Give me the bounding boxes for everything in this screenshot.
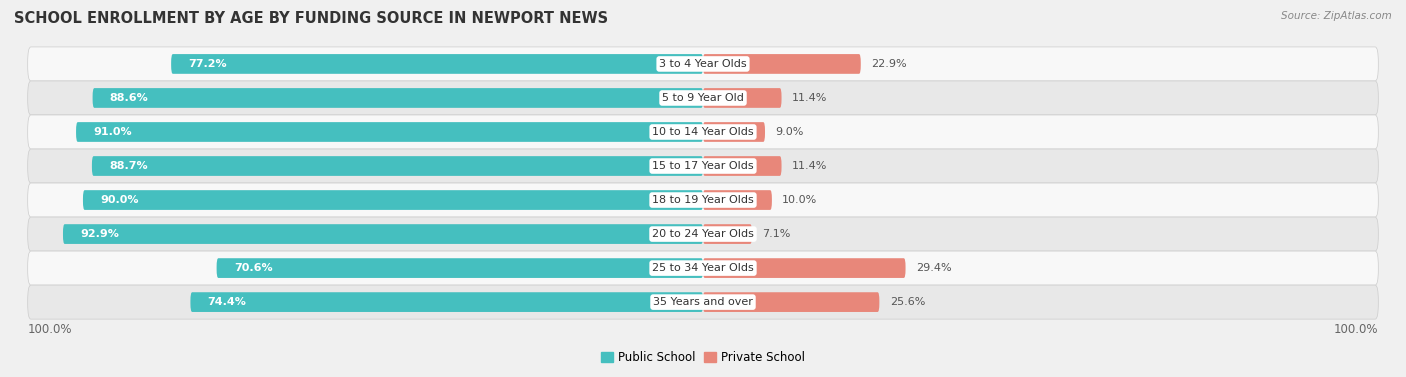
Text: 74.4%: 74.4%	[208, 297, 246, 307]
Text: 100.0%: 100.0%	[28, 323, 72, 336]
FancyBboxPatch shape	[703, 122, 765, 142]
Text: 35 Years and over: 35 Years and over	[652, 297, 754, 307]
Text: SCHOOL ENROLLMENT BY AGE BY FUNDING SOURCE IN NEWPORT NEWS: SCHOOL ENROLLMENT BY AGE BY FUNDING SOUR…	[14, 11, 609, 26]
FancyBboxPatch shape	[703, 224, 752, 244]
FancyBboxPatch shape	[217, 258, 703, 278]
FancyBboxPatch shape	[28, 115, 1378, 149]
FancyBboxPatch shape	[28, 81, 1378, 115]
Text: 92.9%: 92.9%	[80, 229, 120, 239]
Text: 18 to 19 Year Olds: 18 to 19 Year Olds	[652, 195, 754, 205]
FancyBboxPatch shape	[91, 156, 703, 176]
Text: 11.4%: 11.4%	[792, 161, 827, 171]
Text: 10 to 14 Year Olds: 10 to 14 Year Olds	[652, 127, 754, 137]
FancyBboxPatch shape	[28, 251, 1378, 285]
Text: 5 to 9 Year Old: 5 to 9 Year Old	[662, 93, 744, 103]
Text: 25 to 34 Year Olds: 25 to 34 Year Olds	[652, 263, 754, 273]
FancyBboxPatch shape	[28, 285, 1378, 319]
Legend: Public School, Private School: Public School, Private School	[596, 346, 810, 369]
FancyBboxPatch shape	[703, 156, 782, 176]
FancyBboxPatch shape	[703, 88, 782, 108]
Text: 91.0%: 91.0%	[93, 127, 132, 137]
Text: 11.4%: 11.4%	[792, 93, 827, 103]
FancyBboxPatch shape	[190, 292, 703, 312]
FancyBboxPatch shape	[172, 54, 703, 74]
FancyBboxPatch shape	[28, 217, 1378, 251]
Text: 88.7%: 88.7%	[110, 161, 148, 171]
Text: 22.9%: 22.9%	[872, 59, 907, 69]
FancyBboxPatch shape	[28, 183, 1378, 217]
FancyBboxPatch shape	[28, 149, 1378, 183]
Text: 10.0%: 10.0%	[782, 195, 817, 205]
Text: 7.1%: 7.1%	[762, 229, 790, 239]
FancyBboxPatch shape	[63, 224, 703, 244]
FancyBboxPatch shape	[93, 88, 703, 108]
Text: 20 to 24 Year Olds: 20 to 24 Year Olds	[652, 229, 754, 239]
Text: 90.0%: 90.0%	[100, 195, 139, 205]
Text: 77.2%: 77.2%	[188, 59, 226, 69]
Text: 29.4%: 29.4%	[915, 263, 952, 273]
FancyBboxPatch shape	[76, 122, 703, 142]
FancyBboxPatch shape	[703, 258, 905, 278]
Text: 3 to 4 Year Olds: 3 to 4 Year Olds	[659, 59, 747, 69]
FancyBboxPatch shape	[28, 47, 1378, 81]
Text: 25.6%: 25.6%	[890, 297, 925, 307]
Text: 15 to 17 Year Olds: 15 to 17 Year Olds	[652, 161, 754, 171]
Text: 88.6%: 88.6%	[110, 93, 149, 103]
Text: Source: ZipAtlas.com: Source: ZipAtlas.com	[1281, 11, 1392, 21]
Text: 9.0%: 9.0%	[775, 127, 804, 137]
Text: 70.6%: 70.6%	[233, 263, 273, 273]
Text: 100.0%: 100.0%	[1334, 323, 1378, 336]
FancyBboxPatch shape	[703, 292, 879, 312]
FancyBboxPatch shape	[83, 190, 703, 210]
FancyBboxPatch shape	[703, 54, 860, 74]
FancyBboxPatch shape	[703, 190, 772, 210]
